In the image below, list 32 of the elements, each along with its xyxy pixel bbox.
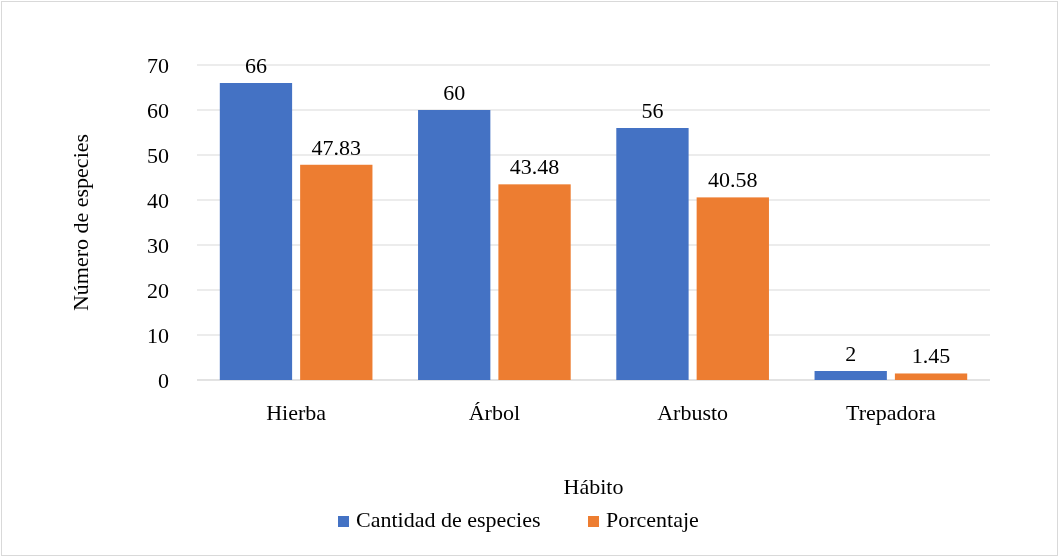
- y-tick-label: 20: [147, 277, 169, 303]
- legend-label: Cantidad de especies: [356, 507, 541, 532]
- y-tick-label: 40: [147, 187, 169, 213]
- bar: [300, 164, 373, 380]
- y-tick-label: 50: [147, 142, 169, 168]
- x-tick-label: Hierba: [266, 400, 327, 425]
- bar: [219, 83, 293, 380]
- bar: [616, 128, 689, 380]
- x-axis-title: Hábito: [563, 474, 624, 499]
- x-tick-label: Árbol: [468, 400, 521, 425]
- y-tick-label: 60: [147, 97, 169, 123]
- y-tick-label: 0: [158, 367, 169, 393]
- data-label: 60: [443, 80, 466, 105]
- x-tick-label: Trepadora: [846, 400, 936, 425]
- data-label: 47.83: [311, 134, 362, 160]
- bar: [696, 197, 769, 380]
- bar: [498, 184, 571, 380]
- y-axis-title: Número de especies: [68, 133, 93, 312]
- y-tick-label: 30: [147, 232, 169, 258]
- bar: [418, 110, 491, 380]
- data-label: 40.58: [708, 167, 758, 193]
- bar: [894, 373, 968, 380]
- y-tick-label: 70: [147, 52, 169, 78]
- legend-label: Porcentaje: [606, 507, 699, 532]
- data-label: 1.45: [911, 343, 951, 369]
- data-label: 56: [641, 98, 664, 123]
- data-label: 66: [244, 53, 267, 78]
- y-tick-label: 10: [147, 322, 169, 348]
- bar: [814, 371, 887, 380]
- data-label: 43.48: [509, 154, 560, 180]
- data-label: 2: [845, 341, 857, 366]
- x-tick-label: Arbusto: [657, 400, 729, 425]
